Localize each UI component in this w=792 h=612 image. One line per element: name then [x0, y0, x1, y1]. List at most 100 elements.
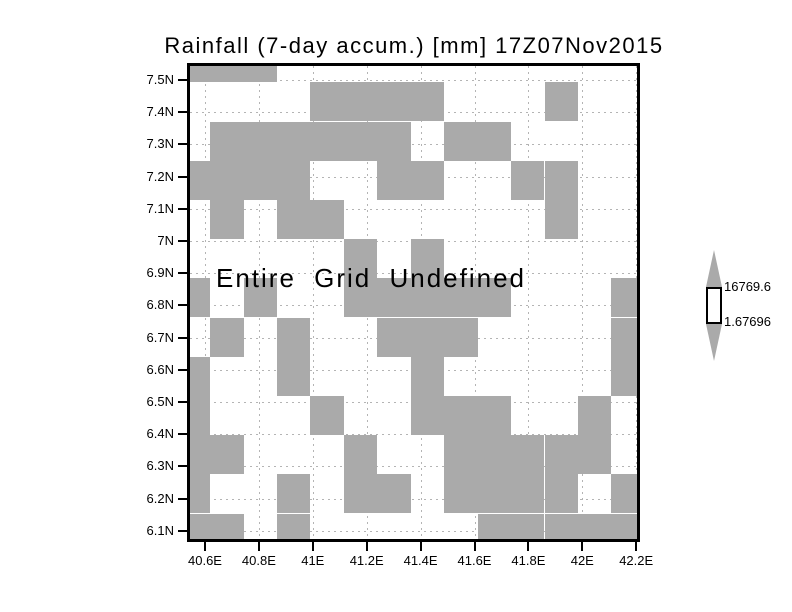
grid-cell-undefined: [210, 513, 244, 539]
grid-cell-undefined: [410, 160, 445, 200]
y-axis-label: 6.7N: [146, 329, 174, 345]
colorbar-down-arrow: [706, 324, 722, 361]
grid-cell-undefined: [243, 160, 277, 200]
x-axis-tick: [419, 542, 422, 551]
grid-cell-undefined: [276, 199, 311, 240]
grid-cell-undefined: [578, 513, 612, 539]
lat-gridline: [190, 466, 637, 468]
lon-gridline: [312, 66, 314, 539]
x-axis-tick: [365, 542, 368, 551]
grid-cell-undefined: [377, 82, 411, 122]
y-axis-label: 7.1N: [146, 200, 174, 216]
x-axis-tick: [311, 542, 314, 551]
grid-cell-undefined: [276, 317, 311, 357]
y-axis-label: 6.8N: [146, 297, 174, 313]
x-axis-label: 41E: [301, 553, 325, 568]
y-axis-label: 7.3N: [146, 136, 174, 152]
grid-cell-undefined: [444, 121, 478, 161]
y-axis-label: 6.5N: [146, 394, 174, 409]
grid-cell-undefined: [377, 160, 411, 200]
undefined-grid-message: Entire Grid Undefined: [216, 263, 527, 293]
grid-cell-undefined: [444, 317, 478, 357]
grid-cell-undefined: [343, 121, 378, 161]
y-axis-label: 6.2N: [146, 490, 174, 506]
grid-cell-undefined: [190, 395, 210, 436]
grid-cell-undefined: [310, 199, 344, 240]
x-axis-label: 42.2E: [619, 553, 654, 568]
y-axis-tick: [178, 79, 187, 81]
grid-cell-undefined: [611, 278, 637, 318]
y-axis-tick: [178, 304, 187, 307]
grid-cell-undefined: [210, 121, 244, 161]
y-axis-label: 6.1N: [146, 522, 174, 538]
colorbar-max-label: 16769.6: [724, 279, 771, 294]
y-axis-label: 7.2N: [146, 168, 174, 184]
x-axis-label: 41.4E: [403, 553, 438, 568]
grid-cell-undefined: [511, 513, 545, 539]
y-axis-label: 7.5N: [146, 72, 174, 87]
y-axis-label: 7N: [157, 233, 174, 248]
x-axis-label: 41.8E: [511, 553, 546, 568]
y-axis-tick: [178, 336, 187, 339]
lon-gridline: [528, 66, 530, 539]
y-axis-tick: [178, 175, 187, 178]
colorbar-box: [706, 287, 722, 324]
y-axis-label: 6.4N: [146, 426, 174, 442]
colorbar-min-label: 1.67696: [724, 314, 771, 329]
x-axis-tick: [527, 542, 530, 551]
x-axis-label: 41.6E: [457, 553, 492, 568]
grid-cell-undefined: [477, 121, 511, 161]
grid-cell-undefined: [276, 513, 311, 539]
lat-gridline: [190, 144, 637, 146]
grid-cell-undefined: [190, 474, 210, 514]
x-axis-tick: [204, 542, 206, 551]
grid-cell-undefined: [210, 160, 244, 200]
grid-cell-undefined: [544, 160, 578, 200]
grid-cell-undefined: [444, 474, 478, 514]
y-axis-tick: [178, 465, 187, 468]
grid-cell-undefined: [210, 66, 244, 83]
grid-cell-undefined: [611, 317, 637, 357]
lat-gridline: [190, 498, 637, 500]
grid-cell-undefined: [210, 317, 244, 357]
plot-title: Rainfall (7-day accum.) [mm] 17Z07Nov201…: [164, 33, 664, 58]
x-axis-label: 41.2E: [349, 553, 384, 568]
grid-cell-undefined: [444, 395, 478, 436]
grid-cell-undefined: [410, 239, 445, 279]
y-axis-label: 6.6N: [146, 361, 174, 377]
x-axis-tick: [635, 542, 638, 551]
y-axis-tick: [178, 240, 187, 242]
grid-cell-undefined: [343, 82, 378, 122]
grid-cell-undefined: [477, 435, 511, 475]
grid-cell-undefined: [377, 474, 411, 514]
grid-cell-undefined: [410, 82, 445, 122]
grid-cell-undefined: [310, 121, 344, 161]
grid-cell-undefined: [310, 395, 344, 436]
y-axis-tick: [178, 401, 187, 403]
y-axis-tick: [178, 143, 187, 146]
grid-cell-undefined: [578, 395, 612, 436]
grid-cell-undefined: [377, 317, 411, 357]
grid-cell-undefined: [276, 356, 311, 396]
y-axis-label: 7.4N: [146, 104, 174, 120]
y-axis-tick: [178, 433, 187, 436]
grid-cell-undefined: [343, 435, 378, 475]
x-axis-label: 40.6E: [188, 553, 222, 568]
grid-cell-undefined: [410, 317, 445, 357]
grid-cell-undefined: [243, 66, 277, 83]
grid-cell-undefined: [210, 199, 244, 240]
x-axis-label: 40.8E: [241, 553, 276, 568]
grid-cell-undefined: [190, 356, 210, 396]
grid-cell-undefined: [544, 82, 578, 122]
grid-cell-undefined: [477, 395, 511, 436]
y-axis-tick: [178, 368, 187, 371]
grid-cell-undefined: [410, 395, 445, 436]
y-axis-tick: [178, 207, 187, 210]
grid-cell-undefined: [276, 121, 311, 161]
grid-cell-undefined: [343, 474, 378, 514]
colorbar-up-arrow: [706, 250, 722, 287]
grid-cell-undefined: [276, 474, 311, 514]
grid-cell-undefined: [210, 435, 244, 475]
grid-cell-undefined: [611, 356, 637, 396]
lon-gridline: [582, 66, 584, 539]
